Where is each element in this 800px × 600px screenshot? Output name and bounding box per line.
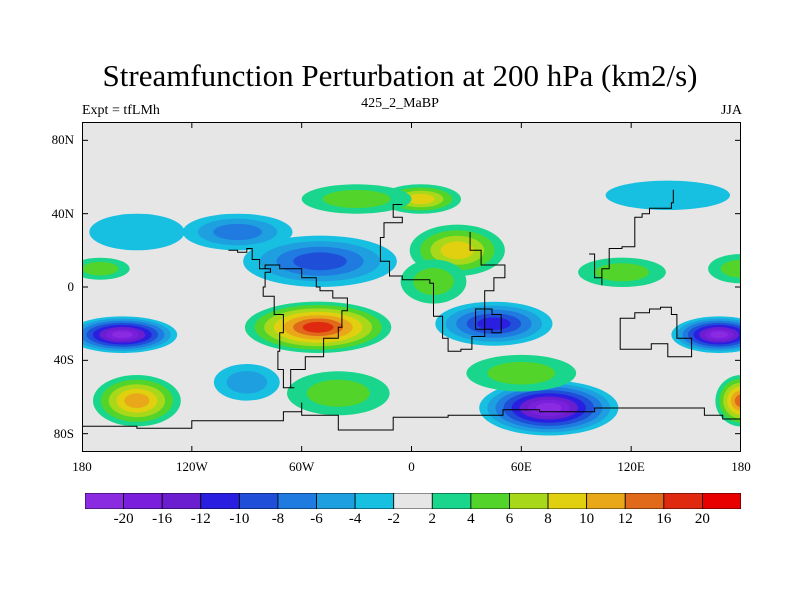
colorbar bbox=[85, 493, 741, 509]
contour-fill-16-1 bbox=[306, 379, 370, 407]
lat-label: 80N bbox=[51, 132, 74, 148]
colorbar-label: 20 bbox=[694, 511, 710, 527]
colorbar-label: 2 bbox=[428, 511, 437, 527]
contour-fill-17-1 bbox=[82, 261, 119, 276]
coastline-outline bbox=[82, 189, 741, 431]
colorbar-box-12 bbox=[547, 493, 588, 509]
contour-fill-4-4 bbox=[124, 393, 150, 409]
coastline-segment-2 bbox=[228, 248, 266, 270]
colorbar-label: -8 bbox=[271, 511, 285, 527]
map-frame bbox=[82, 122, 741, 452]
colorbar-box-7 bbox=[354, 493, 395, 509]
contour-fill-9-0 bbox=[605, 180, 730, 210]
colorbar-box-13 bbox=[586, 493, 626, 509]
colorbar-box-3 bbox=[200, 493, 240, 509]
plot-title: Streamfunction Perturbation at 200 hPa (… bbox=[102, 58, 698, 93]
lon-label: 0 bbox=[408, 459, 415, 474]
contour-fill-19-1 bbox=[595, 263, 649, 282]
colorbar-box-9 bbox=[431, 493, 472, 509]
coastline-segment-0 bbox=[379, 204, 506, 352]
contour-fill-11-3 bbox=[440, 241, 474, 260]
colorbar-box-0 bbox=[85, 493, 124, 509]
coastline-segment-3 bbox=[619, 306, 693, 358]
lon-label: 60W bbox=[289, 459, 315, 474]
lon-label: 120E bbox=[617, 459, 645, 474]
colorbar-box-1 bbox=[123, 493, 163, 509]
colorbar-box-16 bbox=[702, 493, 741, 509]
contour-fill-6-3 bbox=[293, 252, 347, 271]
center-string: 425_2_MaBP bbox=[361, 96, 439, 111]
colorbar-label: -2 bbox=[387, 511, 400, 527]
colorbar-box-2 bbox=[161, 493, 202, 509]
contour-fill-20-1 bbox=[487, 361, 556, 385]
colorbar-label: 10 bbox=[579, 511, 595, 527]
colorbar-label: -4 bbox=[348, 511, 362, 527]
colorbar-label: -16 bbox=[152, 511, 173, 527]
lat-label: 0 bbox=[67, 279, 75, 294]
coastline-segment-4 bbox=[589, 189, 674, 286]
colorbar-box-6 bbox=[316, 493, 356, 509]
lon-label: 180 bbox=[72, 459, 92, 474]
contour-fill-1-7 bbox=[710, 331, 728, 339]
colorbar-label: -6 bbox=[310, 511, 323, 527]
colorbar-box-8 bbox=[393, 493, 433, 509]
lon-label: 60E bbox=[510, 459, 532, 474]
lat-label: 80S bbox=[53, 425, 74, 441]
map-plot bbox=[82, 122, 741, 452]
lon-label: 180 bbox=[731, 459, 751, 474]
colorbar-box-14 bbox=[624, 493, 665, 509]
contour-fill-12-3 bbox=[406, 193, 435, 205]
right-string: JJA bbox=[720, 103, 742, 118]
contour-fill-3-6 bbox=[302, 321, 334, 333]
coastline-segment-6 bbox=[475, 308, 502, 334]
streamfunction-field bbox=[82, 180, 741, 436]
colorbar-label: -20 bbox=[113, 511, 134, 527]
contour-fill-15-1 bbox=[226, 371, 268, 394]
colorbar-label: -12 bbox=[190, 511, 211, 527]
left-string: Expt = tfLMh bbox=[82, 103, 160, 118]
colorbar-box-11 bbox=[509, 493, 549, 509]
contour-fill-8-0 bbox=[89, 213, 185, 251]
colorbar-label: -10 bbox=[229, 511, 250, 527]
contour-fill-18-1 bbox=[720, 259, 741, 278]
lat-label: 40S bbox=[53, 352, 74, 368]
contour-fill-13-1 bbox=[413, 268, 454, 295]
colorbar-label: 12 bbox=[617, 511, 633, 527]
contour-fill-10-4 bbox=[477, 317, 511, 330]
colorbar-box-10 bbox=[470, 493, 510, 509]
contour-fill-5-5 bbox=[734, 394, 741, 407]
colorbar-label: 8 bbox=[544, 511, 552, 527]
colorbar-label: 6 bbox=[505, 511, 514, 527]
contour-fill-7-2 bbox=[213, 223, 262, 241]
lat-label: 40N bbox=[51, 205, 74, 221]
colorbar-box-4 bbox=[238, 493, 279, 509]
contour-fill-2-7 bbox=[535, 402, 562, 414]
contour-fill-14-1 bbox=[322, 190, 391, 208]
colorbar-box-5 bbox=[277, 493, 317, 509]
contour-fill-0-7 bbox=[112, 331, 133, 339]
coastline-segment-5 bbox=[82, 402, 741, 431]
colorbar-box-15 bbox=[663, 493, 703, 509]
coastline-segment-1 bbox=[262, 264, 348, 389]
colorbar-label: 16 bbox=[656, 511, 672, 527]
colorbar-label: 4 bbox=[467, 511, 475, 527]
lon-label: 120W bbox=[175, 459, 208, 474]
